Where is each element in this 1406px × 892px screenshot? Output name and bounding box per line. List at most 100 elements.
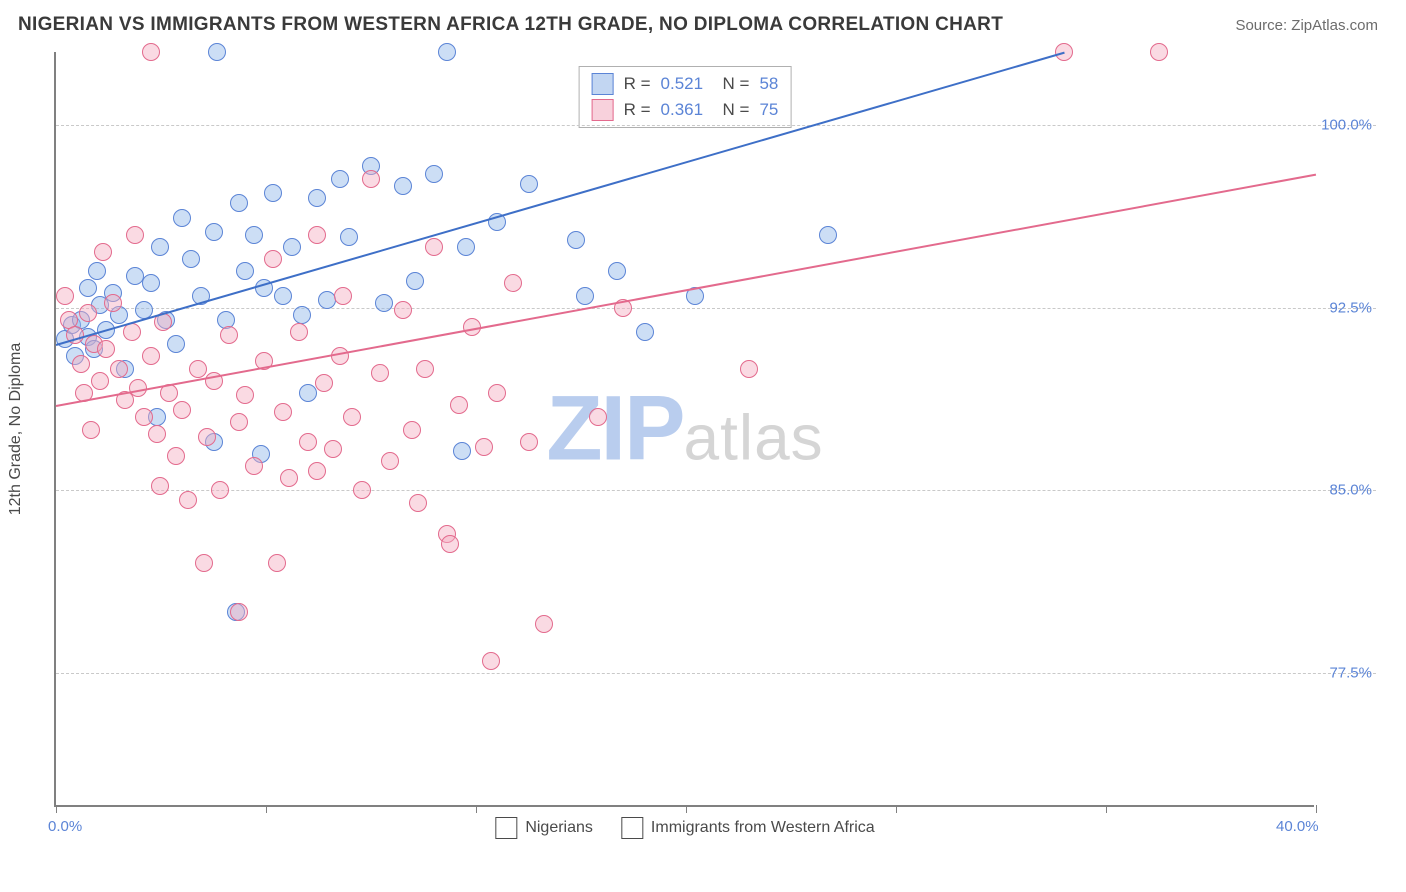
correlation-row-nigerians: R = 0.521 N = 58	[592, 71, 779, 97]
chart-area: 12th Grade, No Diploma ZIP atlas R = 0.5…	[54, 52, 1374, 807]
data-point	[208, 43, 226, 61]
data-point	[409, 494, 427, 512]
data-point	[245, 226, 263, 244]
data-point	[453, 442, 471, 460]
watermark-atlas: atlas	[683, 400, 823, 474]
x-tick-mark	[476, 805, 477, 813]
data-point	[198, 428, 216, 446]
y-tick-label: 77.5%	[1329, 665, 1372, 682]
data-point	[94, 243, 112, 261]
data-point	[236, 386, 254, 404]
chart-header: NIGERIAN VS IMMIGRANTS FROM WESTERN AFRI…	[0, 0, 1406, 44]
legend-item-immigrants: Immigrants from Western Africa	[621, 817, 875, 839]
data-point	[220, 326, 238, 344]
data-point	[290, 323, 308, 341]
data-point	[205, 223, 223, 241]
data-point	[142, 43, 160, 61]
x-tick-mark	[686, 805, 687, 813]
data-point	[425, 165, 443, 183]
data-point	[236, 262, 254, 280]
data-point	[280, 469, 298, 487]
gridline-h	[56, 490, 1376, 491]
x-tick-mark	[56, 805, 57, 813]
data-point	[148, 425, 166, 443]
data-point	[299, 384, 317, 402]
data-point	[740, 360, 758, 378]
data-point	[167, 447, 185, 465]
x-tick-mark	[896, 805, 897, 813]
data-point	[331, 347, 349, 365]
data-point	[142, 274, 160, 292]
data-point	[475, 438, 493, 456]
r-value-immigrants: 0.361	[661, 100, 704, 120]
data-point	[167, 335, 185, 353]
data-point	[819, 226, 837, 244]
data-point	[353, 481, 371, 499]
n-value-nigerians: 58	[759, 74, 778, 94]
data-point	[72, 355, 90, 373]
data-point	[340, 228, 358, 246]
gridline-h	[56, 308, 1376, 309]
data-point	[438, 43, 456, 61]
n-label: N =	[713, 74, 749, 94]
data-point	[293, 306, 311, 324]
data-point	[334, 287, 352, 305]
data-point	[245, 457, 263, 475]
data-point	[441, 535, 459, 553]
data-point	[488, 384, 506, 402]
data-point	[173, 401, 191, 419]
swatch-icon	[495, 817, 517, 839]
data-point	[264, 250, 282, 268]
data-point	[230, 194, 248, 212]
correlation-row-immigrants: R = 0.361 N = 75	[592, 97, 779, 123]
data-point	[535, 615, 553, 633]
data-point	[283, 238, 301, 256]
watermark-zip: ZIP	[546, 376, 683, 481]
data-point	[135, 408, 153, 426]
data-point	[576, 287, 594, 305]
data-point	[416, 360, 434, 378]
data-point	[457, 238, 475, 256]
data-point	[179, 491, 197, 509]
regression-line	[56, 52, 1065, 346]
chart-source: Source: ZipAtlas.com	[1235, 17, 1378, 34]
legend-label-immigrants: Immigrants from Western Africa	[651, 819, 875, 837]
data-point	[151, 477, 169, 495]
data-point	[56, 287, 74, 305]
data-point	[88, 262, 106, 280]
data-point	[482, 652, 500, 670]
y-axis-label: 12th Grade, No Diploma	[7, 342, 25, 515]
data-point	[371, 364, 389, 382]
r-value-nigerians: 0.521	[661, 74, 704, 94]
data-point	[299, 433, 317, 451]
data-point	[450, 396, 468, 414]
data-point	[79, 304, 97, 322]
data-point	[173, 209, 191, 227]
data-point	[331, 170, 349, 188]
data-point	[182, 250, 200, 268]
plot-region: 12th Grade, No Diploma ZIP atlas R = 0.5…	[54, 52, 1314, 807]
swatch-immigrants	[592, 99, 614, 121]
data-point	[381, 452, 399, 470]
swatch-nigerians	[592, 73, 614, 95]
legend-label-nigerians: Nigerians	[525, 819, 593, 837]
x-tick-mark	[1316, 805, 1317, 813]
data-point	[1150, 43, 1168, 61]
data-point	[142, 347, 160, 365]
watermark: ZIP atlas	[546, 376, 823, 481]
data-point	[520, 175, 538, 193]
data-point	[79, 279, 97, 297]
data-point	[230, 603, 248, 621]
data-point	[126, 226, 144, 244]
data-point	[425, 238, 443, 256]
data-point	[91, 372, 109, 390]
y-tick-label: 92.5%	[1329, 299, 1372, 316]
data-point	[394, 177, 412, 195]
series-legend: Nigerians Immigrants from Western Africa	[495, 817, 874, 839]
n-value-immigrants: 75	[759, 100, 778, 120]
gridline-h	[56, 673, 1376, 674]
data-point	[308, 189, 326, 207]
data-point	[608, 262, 626, 280]
x-tick-label: 0.0%	[48, 818, 82, 835]
data-point	[274, 403, 292, 421]
